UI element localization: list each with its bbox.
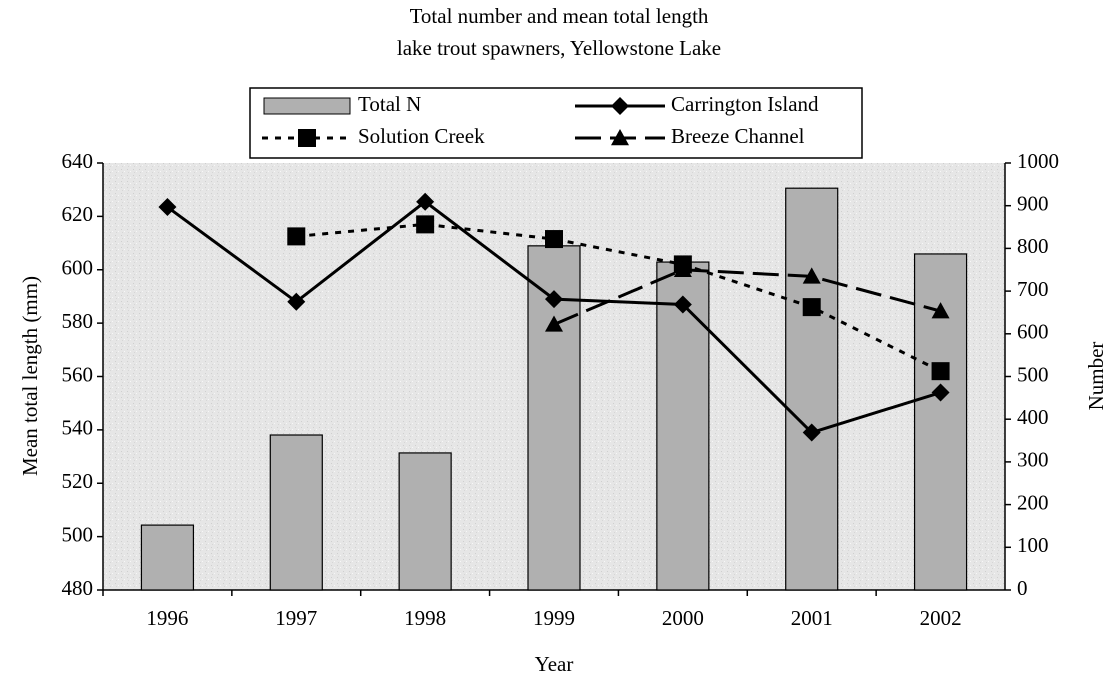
bar	[140, 524, 195, 591]
marker	[158, 198, 177, 217]
marker	[416, 215, 435, 234]
legend-label: Solution Creek	[358, 124, 485, 148]
x-tick-label: 1998	[404, 606, 446, 630]
y2-axis-title: Number	[1084, 342, 1108, 411]
bar	[785, 187, 839, 591]
y2-tick-label: 1000	[1017, 149, 1059, 173]
marker	[802, 267, 821, 284]
marker	[931, 362, 950, 381]
line	[553, 268, 941, 326]
marker	[611, 97, 629, 115]
bar	[398, 452, 452, 591]
bar	[527, 245, 581, 591]
bar	[269, 434, 323, 591]
marker	[673, 260, 692, 277]
line	[296, 222, 942, 373]
y-tick-label: 580	[62, 309, 94, 333]
x-tick-label: 2000	[662, 606, 704, 630]
y2-tick-label: 600	[1017, 320, 1049, 344]
legend-swatch	[263, 97, 351, 115]
x-tick-label: 1996	[146, 606, 188, 630]
x-tick-label: 2002	[920, 606, 962, 630]
y2-tick-label: 100	[1017, 533, 1049, 557]
marker	[545, 315, 563, 332]
marker	[802, 298, 821, 317]
chart-title: lake trout spawners, Yellowstone Lake	[397, 36, 721, 60]
y-tick-label: 600	[62, 256, 94, 280]
y-tick-label: 480	[62, 576, 94, 600]
marker	[611, 129, 629, 146]
y2-tick-label: 300	[1017, 448, 1049, 472]
y-tick-label: 540	[62, 416, 94, 440]
y2-tick-label: 200	[1017, 490, 1049, 514]
x-tick-label: 1997	[275, 606, 317, 630]
legend-label: Total N	[358, 92, 421, 116]
marker	[545, 230, 563, 249]
y-tick-label: 560	[62, 362, 94, 386]
y-axis-title: Mean total length (mm)	[18, 276, 42, 476]
legend-box	[249, 87, 863, 159]
y2-tick-label: 700	[1017, 277, 1049, 301]
y-tick-label: 640	[62, 149, 94, 173]
y2-tick-label: 900	[1017, 192, 1049, 216]
x-tick-label: 2001	[791, 606, 833, 630]
x-axis-title: Year	[535, 652, 574, 676]
marker	[287, 292, 306, 311]
y-tick-label: 620	[62, 202, 94, 226]
marker	[673, 295, 692, 314]
y-tick-label: 520	[62, 469, 94, 493]
marker	[416, 192, 435, 211]
legend-label: Carrington Island	[671, 92, 819, 116]
marker	[287, 227, 306, 246]
y2-tick-label: 400	[1017, 405, 1049, 429]
marker	[931, 302, 950, 319]
legend-label: Breeze Channel	[671, 124, 805, 148]
y-tick-label: 500	[62, 522, 94, 546]
chart-title: Total number and mean total length	[410, 4, 709, 28]
y2-tick-label: 500	[1017, 362, 1049, 386]
bar	[656, 261, 710, 591]
x-tick-label: 1999	[533, 606, 575, 630]
marker	[545, 290, 563, 309]
marker	[802, 423, 821, 442]
y2-tick-label: 800	[1017, 234, 1049, 258]
marker	[298, 129, 316, 147]
y2-tick-label: 0	[1017, 576, 1028, 600]
marker	[931, 383, 950, 402]
